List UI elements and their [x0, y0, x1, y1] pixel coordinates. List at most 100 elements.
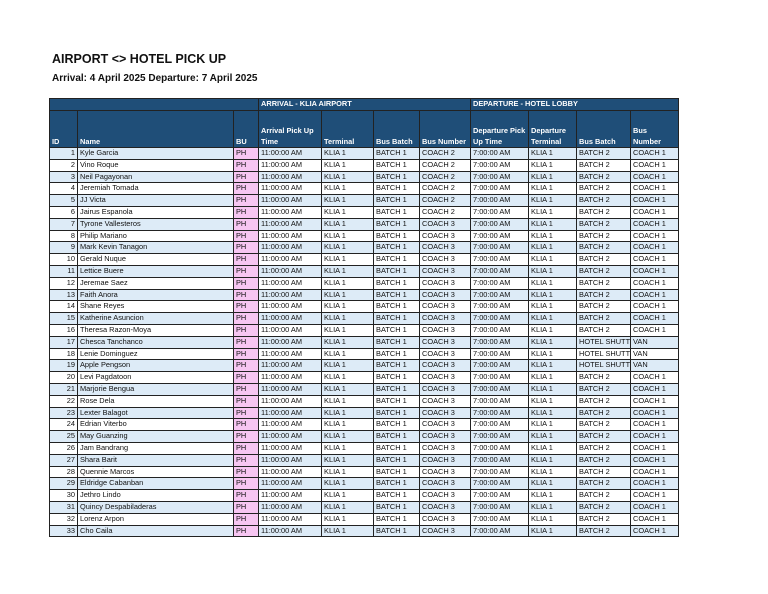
table-cell: BATCH 1 [373, 371, 421, 384]
table-cell: Eldridge Cabanban [77, 477, 234, 491]
table-cell: COACH 3 [419, 312, 472, 325]
table-row: 29 Eldridge Cabanban PH 11:00:00 AM KLIA 1 BA… [49, 477, 680, 491]
table-cell: 11:00:00 AM [258, 453, 323, 467]
table-cell: KLIA 1 [528, 276, 578, 290]
table-cell: BATCH 2 [576, 406, 632, 420]
table-cell: KLIA 1 [321, 253, 375, 266]
table-cell: Mark Kevin Tanagon [77, 241, 234, 255]
table-cell: 7:00:00 AM [470, 347, 530, 361]
table-cell: HOTEL SHUTTLE [576, 335, 632, 349]
table-cell: KLIA 1 [321, 406, 375, 420]
table-cell: 7:00:00 AM [470, 253, 530, 266]
table-cell: Lexter Balagot [77, 406, 234, 420]
table-cell: Lorenz Arpon [77, 512, 234, 526]
table-cell: May Guanzing [77, 430, 234, 443]
table-cell: Lettice Buere [77, 264, 234, 278]
table-row: 8 Philip Mariano PH 11:00:00 AM KLIA 1 BATCH … [49, 229, 680, 243]
table-cell: Philip Mariano [77, 229, 234, 243]
table-cell: 7:00:00 AM [470, 288, 530, 302]
table-cell: COACH 3 [419, 253, 472, 266]
table-row: 1 Kyle Garcia PH 11:00:00 AM KLIA 1 BATCH 1 CO… [49, 147, 680, 160]
table-cell: 11:00:00 AM [258, 371, 323, 384]
table-cell: 4 [49, 182, 78, 196]
table-cell: 7:00:00 AM [470, 371, 530, 384]
table-cell: PH [232, 312, 260, 325]
table-cell: BATCH 1 [373, 300, 421, 314]
table-cell: KLIA 1 [528, 194, 578, 207]
table-cell: Neil Pagayonan [77, 170, 234, 184]
table-cell: COACH 2 [419, 205, 472, 219]
table-cell: BATCH 1 [373, 205, 421, 219]
table-cell: COACH 1 [630, 147, 680, 160]
table-cell: Edrian Viterbo [77, 418, 234, 432]
table-cell: 18 [49, 347, 78, 361]
table-cell: PH [232, 524, 260, 538]
table-cell: Quincy Despabiladeras [77, 500, 234, 514]
table-cell: BATCH 1 [373, 335, 421, 349]
table-cell: BATCH 1 [373, 489, 421, 502]
table-cell: 7:00:00 AM [470, 264, 530, 278]
table-cell: KLIA 1 [528, 205, 578, 219]
table-cell: PH [232, 182, 260, 196]
table-cell: Jam Bandrang [77, 441, 234, 455]
table-cell: KLIA 1 [528, 147, 578, 160]
table-cell: COACH 3 [419, 229, 472, 243]
table-cell: 23 [49, 406, 78, 420]
table-cell: COACH 3 [419, 477, 472, 491]
table-cell: COACH 3 [419, 300, 472, 314]
table-cell: 11:00:00 AM [258, 288, 323, 302]
table-cell: 11:00:00 AM [258, 430, 323, 443]
table-cell: KLIA 1 [321, 194, 375, 207]
table-cell: BATCH 1 [373, 441, 421, 455]
table-row: 3 Neil Pagayonan PH 11:00:00 AM KLIA 1 BATCH … [49, 170, 680, 184]
table-cell: COACH 3 [419, 382, 472, 396]
table-cell: 7:00:00 AM [470, 276, 530, 290]
table-cell: BATCH 2 [576, 253, 632, 266]
table-cell: COACH 3 [419, 430, 472, 443]
table-cell: 7:00:00 AM [470, 430, 530, 443]
table-cell: PH [232, 430, 260, 443]
table-cell: KLIA 1 [321, 477, 375, 491]
table-cell: BATCH 1 [373, 359, 421, 373]
table-cell: 11:00:00 AM [258, 406, 323, 420]
table-cell: PH [232, 406, 260, 420]
table-cell: COACH 2 [419, 158, 472, 172]
table-cell: BATCH 1 [373, 182, 421, 196]
table-cell: PH [232, 347, 260, 361]
table-cell: COACH 3 [419, 359, 472, 373]
table-cell: KLIA 1 [528, 323, 578, 337]
table-cell: 11:00:00 AM [258, 182, 323, 196]
column-header: Name [77, 110, 234, 148]
column-header: Departure Pick Up Time [470, 110, 530, 148]
table-cell: BATCH 2 [576, 371, 632, 384]
table-cell: 11:00:00 AM [258, 394, 323, 408]
blank-header [48, 98, 260, 111]
table-cell: 7:00:00 AM [470, 359, 530, 373]
table-cell: KLIA 1 [321, 241, 375, 255]
table-cell: PH [232, 288, 260, 302]
table-cell: KLIA 1 [321, 300, 375, 314]
table-row: 21 Marjorie Bengua PH 11:00:00 AM KLIA 1 BATC… [49, 382, 680, 396]
table-cell: KLIA 1 [321, 147, 375, 160]
table-cell: PH [232, 500, 260, 514]
table-cell: COACH 2 [419, 182, 472, 196]
table-cell: BATCH 1 [373, 465, 421, 479]
table-cell: Quennie Marcos [77, 465, 234, 479]
table-cell: COACH 3 [419, 524, 472, 538]
table-cell: KLIA 1 [321, 359, 375, 373]
table-cell: 31 [49, 500, 78, 514]
table-cell: BATCH 2 [576, 300, 632, 314]
table-cell: 7:00:00 AM [470, 453, 530, 467]
table-cell: KLIA 1 [321, 229, 375, 243]
table-cell: PH [232, 394, 260, 408]
table-cell: 11:00:00 AM [258, 323, 323, 337]
table-cell: 11:00:00 AM [258, 253, 323, 266]
table-cell: 11:00:00 AM [258, 312, 323, 325]
table-cell: Shara Barit [77, 453, 234, 467]
table-cell: Kyle Garcia [77, 147, 234, 160]
table-cell: BATCH 1 [373, 264, 421, 278]
table-cell: PH [232, 229, 260, 243]
table-cell: 9 [49, 241, 78, 255]
